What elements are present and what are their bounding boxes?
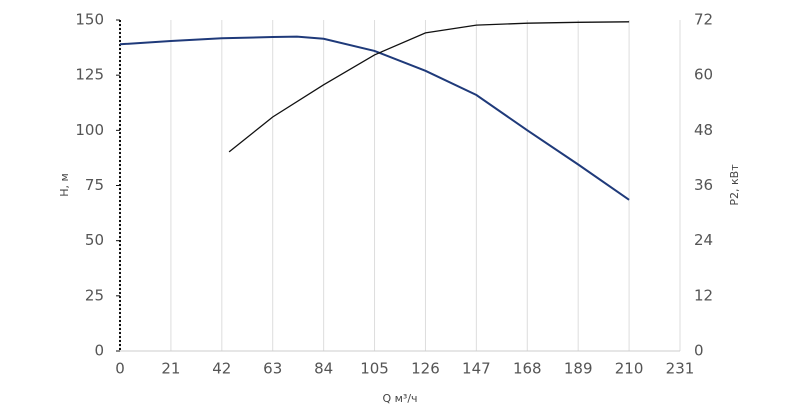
x-tick-label: 63: [263, 360, 282, 378]
y2-tick-label: 48: [694, 121, 713, 139]
y-tick-label: 0: [94, 342, 104, 360]
series-line: [119, 35, 630, 201]
y2-axis-label: P2, кВт: [728, 164, 741, 206]
x-tick-label: 189: [564, 360, 593, 378]
y2-tick-label: 72: [694, 11, 713, 29]
x-tick-label: 0: [115, 360, 125, 378]
x-axis-label: Q м³/ч: [382, 392, 417, 405]
x-tick-label: 231: [666, 360, 695, 378]
y-tick-label: 125: [75, 66, 104, 84]
y-tick-label: 50: [85, 231, 104, 249]
y2-tick-label: 12: [694, 286, 713, 304]
x-tick-label: 105: [360, 360, 389, 378]
x-tick-label: 168: [513, 360, 542, 378]
y-tick-label: 100: [75, 121, 104, 139]
y2-tick-label: 24: [694, 231, 713, 249]
series-line: [228, 21, 630, 153]
x-tick-label: 126: [411, 360, 440, 378]
y-axis-label: H, м: [58, 173, 71, 197]
y2-tick-label: 36: [694, 176, 713, 194]
x-tick-label: 147: [462, 360, 491, 378]
y-tick-label: 150: [75, 11, 104, 29]
y2-tick-label: 60: [694, 66, 713, 84]
x-tick-label: 42: [212, 360, 231, 378]
y-tick-label: 75: [85, 176, 104, 194]
x-tick-label: 21: [161, 360, 180, 378]
x-tick-label: 84: [314, 360, 333, 378]
y2-tick-label: 0: [694, 342, 704, 360]
y-tick-label: 25: [85, 286, 104, 304]
x-tick-label: 210: [615, 360, 644, 378]
